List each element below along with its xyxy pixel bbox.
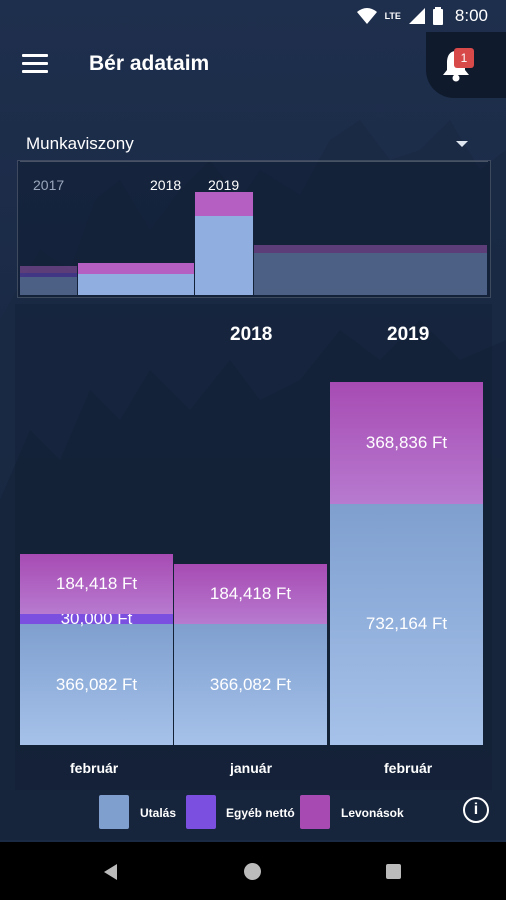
overview-year-2019: 2019	[208, 177, 240, 193]
bar-segment: 366,082 Ft	[20, 624, 173, 745]
overview-year-2018: 2018	[150, 177, 182, 193]
notification-area: 1	[426, 32, 506, 98]
overview-chart[interactable]: 2017 2018 2019	[17, 160, 491, 298]
bar-column[interactable]: 366,082 Ft 184,418 Ft	[174, 563, 327, 745]
legend-swatch-utalas	[99, 795, 129, 829]
category-label: január	[230, 760, 273, 776]
overview-year-2017: 2017	[33, 177, 65, 193]
wifi-icon	[356, 8, 377, 24]
info-icon[interactable]: i	[463, 797, 489, 823]
status-bar: LTE 8:00	[0, 0, 506, 32]
overview-segment	[20, 272, 77, 277]
legend-label: Utalás	[140, 806, 177, 820]
employment-select-label: Munkaviszony	[26, 134, 134, 153]
system-nav-bar	[0, 842, 506, 900]
network-label: LTE	[384, 11, 401, 21]
clock: 8:00	[454, 6, 488, 25]
bar-segment: 184,418 Ft	[20, 553, 173, 615]
chart-legend: Utalás Egyéb nettó Levonások i	[0, 792, 506, 836]
bar-segment: 184,418 Ft	[174, 563, 327, 625]
legend-swatch-egyeb	[186, 795, 216, 829]
bar-segment: 732,164 Ft	[330, 503, 483, 745]
salary-chart: 2018 2019 366,082 Ft 30,000 Ft 184,418 Ft 3…	[15, 304, 492, 790]
home-icon[interactable]	[244, 863, 261, 880]
overview-segment	[195, 215, 253, 295]
category-label: február	[70, 760, 119, 776]
legend-label: Levonások	[341, 806, 404, 820]
overview-segment	[254, 252, 487, 295]
overview-segment	[78, 273, 194, 295]
bar-segment: 30,000 Ft	[20, 609, 173, 628]
notification-badge: 1	[454, 48, 474, 68]
back-icon[interactable]	[104, 864, 117, 880]
signal-icon	[408, 8, 425, 24]
bar-column[interactable]: 366,082 Ft 30,000 Ft 184,418 Ft	[20, 553, 173, 745]
legend-label: Egyéb nettó	[226, 806, 295, 820]
menu-icon[interactable]	[22, 54, 48, 74]
year-header-2019: 2019	[387, 324, 430, 345]
battery-icon	[432, 7, 443, 25]
bar-segment: 368,836 Ft	[330, 382, 483, 504]
page-title: Bér adataim	[89, 52, 210, 75]
bar-column[interactable]: 732,164 Ft 368,836 Ft	[330, 382, 483, 745]
recents-icon[interactable]	[386, 864, 401, 879]
overview-segment	[195, 192, 253, 216]
category-label: február	[384, 760, 433, 776]
employment-select[interactable]: Munkaviszony	[20, 128, 488, 162]
app-bar: Bér adataim 1	[0, 32, 506, 98]
overview-segment	[254, 244, 487, 253]
legend-swatch-levonasok	[300, 795, 330, 829]
year-header-2018: 2018	[230, 324, 273, 345]
overview-segment	[78, 263, 194, 274]
overview-segment	[20, 276, 77, 295]
bar-segment: 366,082 Ft	[174, 624, 327, 745]
chevron-down-icon	[456, 141, 468, 147]
overview-segment	[20, 265, 77, 273]
